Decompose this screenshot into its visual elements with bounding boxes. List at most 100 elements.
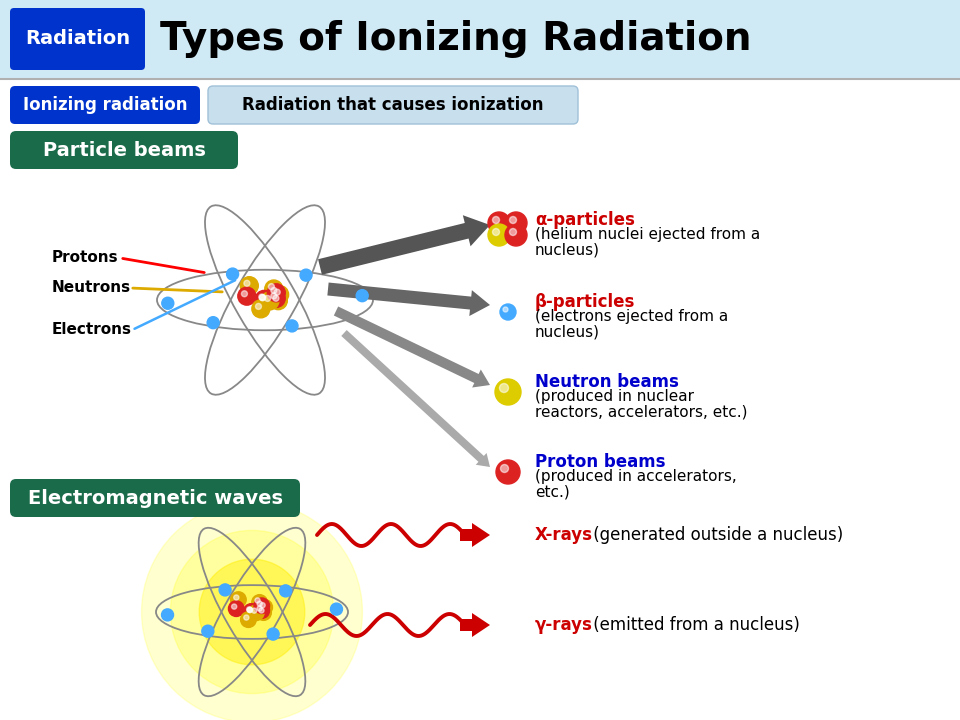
- Text: Types of Ionizing Radiation: Types of Ionizing Radiation: [160, 20, 752, 58]
- Circle shape: [265, 295, 271, 302]
- Circle shape: [269, 284, 275, 289]
- Circle shape: [255, 303, 261, 310]
- Circle shape: [247, 607, 252, 612]
- Circle shape: [496, 460, 520, 484]
- Circle shape: [330, 603, 343, 615]
- FancyBboxPatch shape: [10, 479, 300, 517]
- Polygon shape: [334, 307, 490, 387]
- Circle shape: [271, 293, 276, 299]
- Text: nucleus): nucleus): [535, 325, 600, 340]
- Circle shape: [500, 464, 509, 472]
- Text: (emitted from a nucleus): (emitted from a nucleus): [588, 616, 800, 634]
- Circle shape: [356, 289, 369, 302]
- Text: Electromagnetic waves: Electromagnetic waves: [28, 488, 282, 508]
- Circle shape: [300, 269, 312, 281]
- Text: (generated outside a nucleus): (generated outside a nucleus): [588, 526, 843, 544]
- FancyBboxPatch shape: [10, 86, 200, 124]
- Circle shape: [256, 291, 274, 309]
- Circle shape: [271, 286, 289, 304]
- Circle shape: [267, 284, 285, 302]
- Circle shape: [171, 531, 334, 693]
- Polygon shape: [318, 215, 490, 275]
- Circle shape: [252, 300, 270, 318]
- Text: (electrons ejected from a: (electrons ejected from a: [535, 310, 729, 325]
- FancyBboxPatch shape: [208, 86, 578, 124]
- Circle shape: [142, 502, 362, 720]
- Circle shape: [256, 291, 274, 309]
- Text: Particle beams: Particle beams: [42, 140, 205, 160]
- Circle shape: [271, 287, 276, 293]
- Circle shape: [254, 598, 270, 613]
- Circle shape: [257, 600, 273, 615]
- Circle shape: [231, 604, 237, 609]
- Circle shape: [505, 224, 527, 246]
- Circle shape: [230, 592, 246, 608]
- Circle shape: [510, 228, 516, 235]
- Circle shape: [286, 320, 298, 332]
- Circle shape: [495, 379, 521, 405]
- Polygon shape: [460, 523, 490, 547]
- Circle shape: [261, 292, 279, 310]
- FancyBboxPatch shape: [10, 131, 238, 169]
- Text: β-particles: β-particles: [535, 293, 636, 311]
- Circle shape: [244, 604, 260, 620]
- Circle shape: [228, 601, 244, 616]
- Circle shape: [162, 297, 174, 310]
- Circle shape: [244, 603, 259, 619]
- Text: Ionizing radiation: Ionizing radiation: [23, 96, 187, 114]
- Polygon shape: [342, 330, 490, 467]
- Polygon shape: [460, 613, 490, 637]
- Circle shape: [241, 612, 256, 627]
- Circle shape: [503, 307, 508, 312]
- Text: Radiation that causes ionization: Radiation that causes ionization: [242, 96, 543, 114]
- Text: (produced in nuclear: (produced in nuclear: [535, 390, 694, 405]
- Text: Neutron beams: Neutron beams: [535, 373, 679, 391]
- Circle shape: [270, 292, 287, 310]
- Circle shape: [200, 559, 305, 665]
- Circle shape: [259, 294, 265, 300]
- Circle shape: [492, 228, 499, 235]
- Circle shape: [488, 224, 510, 246]
- Text: Proton beams: Proton beams: [535, 453, 665, 471]
- FancyBboxPatch shape: [0, 0, 960, 78]
- Circle shape: [273, 295, 279, 301]
- Circle shape: [257, 601, 262, 606]
- Circle shape: [267, 289, 285, 307]
- Circle shape: [257, 606, 262, 611]
- Circle shape: [241, 291, 248, 297]
- Circle shape: [255, 290, 274, 308]
- Circle shape: [499, 384, 509, 392]
- Circle shape: [488, 212, 510, 234]
- Circle shape: [227, 268, 239, 280]
- Circle shape: [500, 304, 516, 320]
- Text: (produced in accelerators,: (produced in accelerators,: [535, 469, 736, 485]
- Circle shape: [275, 289, 280, 295]
- Circle shape: [255, 598, 260, 603]
- Text: Radiation: Radiation: [25, 30, 130, 48]
- Circle shape: [252, 608, 257, 613]
- Circle shape: [249, 605, 264, 621]
- Circle shape: [259, 294, 266, 301]
- Circle shape: [244, 280, 250, 287]
- Polygon shape: [327, 282, 490, 316]
- Circle shape: [202, 625, 214, 637]
- Circle shape: [279, 585, 292, 597]
- Circle shape: [244, 604, 260, 620]
- Circle shape: [240, 276, 258, 294]
- Circle shape: [259, 294, 266, 301]
- Circle shape: [244, 615, 249, 620]
- Text: (helium nuclei ejected from a: (helium nuclei ejected from a: [535, 228, 760, 243]
- Circle shape: [161, 609, 174, 621]
- Circle shape: [233, 595, 239, 600]
- Circle shape: [238, 287, 255, 305]
- Text: γ-rays: γ-rays: [535, 616, 593, 634]
- FancyBboxPatch shape: [10, 8, 145, 70]
- Circle shape: [252, 595, 268, 611]
- Text: X-rays: X-rays: [535, 526, 593, 544]
- Circle shape: [255, 605, 272, 621]
- Text: nucleus): nucleus): [535, 243, 600, 258]
- Text: α-particles: α-particles: [535, 211, 635, 229]
- Circle shape: [254, 603, 270, 618]
- Text: Neutrons: Neutrons: [52, 281, 132, 295]
- Text: reactors, accelerators, etc.): reactors, accelerators, etc.): [535, 405, 748, 420]
